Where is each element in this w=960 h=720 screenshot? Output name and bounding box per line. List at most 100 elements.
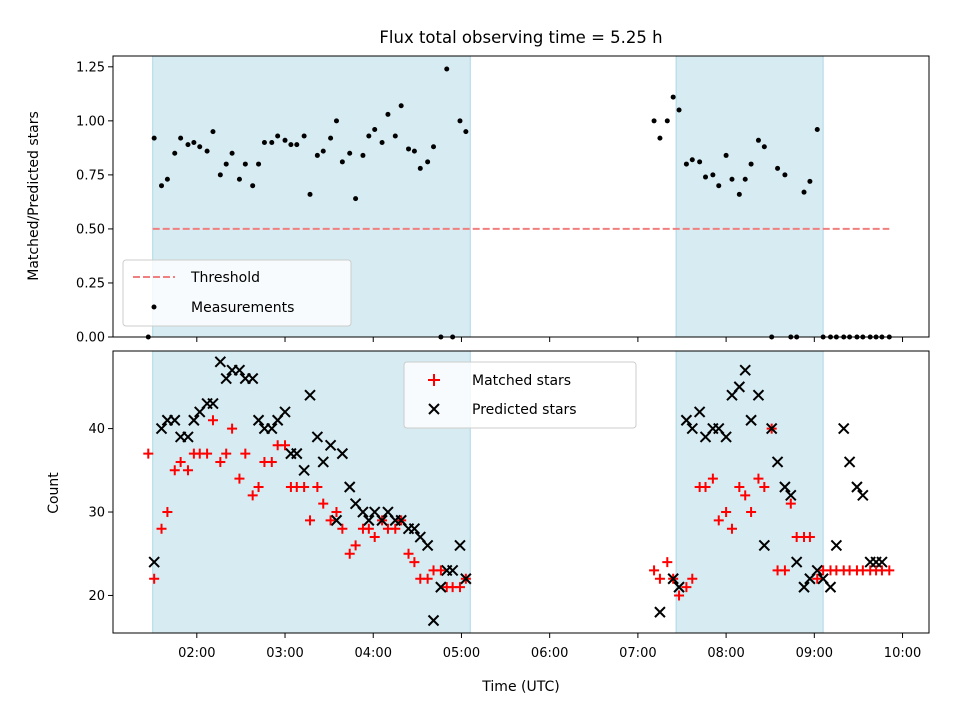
matched-star-point bbox=[325, 515, 336, 526]
predicted-star-point bbox=[454, 539, 466, 552]
top-x-ticks bbox=[196, 337, 904, 342]
predicted-star-point bbox=[246, 372, 259, 385]
measurement-point bbox=[801, 189, 807, 195]
predicted-star-point bbox=[324, 439, 337, 451]
measurement-point bbox=[814, 126, 820, 132]
measurement-point bbox=[425, 159, 431, 165]
measurement-point bbox=[236, 176, 242, 182]
predicted-star-point bbox=[298, 464, 310, 477]
measurement-point bbox=[307, 191, 313, 197]
measurement-point bbox=[651, 118, 657, 124]
matched-star-point bbox=[422, 573, 433, 584]
measurement-point bbox=[256, 161, 262, 167]
predicted-star-point bbox=[720, 431, 732, 443]
matched-star-point bbox=[662, 557, 673, 568]
matched-star-point bbox=[169, 465, 180, 476]
predicted-star-point bbox=[811, 564, 823, 577]
matched-star-point bbox=[234, 473, 245, 484]
legend-predicted-label: Predicted stars bbox=[472, 402, 577, 418]
measurement-point bbox=[282, 137, 288, 143]
measurement-point bbox=[191, 139, 197, 145]
predicted-star-point bbox=[758, 539, 771, 552]
bottom-legend: Matched stars Predicted stars bbox=[403, 361, 637, 429]
bottom-y-ticks: 20 30 40 bbox=[88, 422, 113, 604]
measurement-point bbox=[755, 137, 761, 143]
measurement-point bbox=[347, 150, 353, 156]
matched-star-point bbox=[721, 507, 732, 518]
matched-star-point bbox=[713, 515, 724, 526]
top-y-tick-label: 0.00 bbox=[76, 331, 105, 346]
matched-star-point bbox=[726, 523, 737, 534]
matched-star-point bbox=[654, 573, 665, 584]
measurement-point bbox=[716, 183, 722, 189]
measurement-point bbox=[210, 129, 216, 135]
matched-star-point bbox=[247, 490, 258, 501]
legend-measurements-label: Measurements bbox=[191, 300, 294, 316]
chart-title: Flux total observing time = 5.25 h bbox=[379, 28, 662, 47]
predicted-star-point bbox=[188, 414, 200, 426]
matched-star-point bbox=[202, 448, 213, 459]
matched-star-point bbox=[812, 573, 823, 584]
matched-star-point bbox=[175, 456, 186, 467]
matched-star-point bbox=[740, 490, 751, 501]
top-y-ticks: 0.00 0.25 0.50 0.75 1.00 1.25 bbox=[76, 60, 113, 346]
predicted-star-point bbox=[169, 414, 181, 426]
x-tick-label: 03:00 bbox=[266, 646, 303, 661]
matched-star-point bbox=[149, 573, 160, 584]
predicted-star-point bbox=[446, 564, 459, 577]
predicted-star-point bbox=[693, 406, 706, 418]
top-y-tick-label: 1.00 bbox=[76, 114, 105, 129]
predicted-star-point bbox=[421, 539, 434, 552]
measurement-point bbox=[339, 159, 345, 165]
matched-star-point bbox=[350, 540, 361, 551]
legend-measurements-swatch bbox=[151, 304, 157, 310]
top-y-tick-label: 0.75 bbox=[76, 168, 105, 183]
predicted-star-point bbox=[427, 614, 440, 627]
matched-star-point bbox=[344, 548, 355, 559]
measurement-point bbox=[398, 103, 404, 109]
predicted-star-point bbox=[667, 573, 679, 585]
top-y-tick-label: 0.50 bbox=[76, 222, 105, 237]
matched-star-point bbox=[331, 507, 342, 518]
top-shaded-intervals bbox=[152, 56, 824, 337]
predicted-star-point bbox=[279, 406, 291, 418]
matched-star-point bbox=[156, 523, 167, 534]
measurement-point bbox=[320, 148, 326, 154]
legend-predicted-swatch bbox=[428, 403, 440, 415]
matched-star-point bbox=[363, 523, 374, 534]
matched-star-point bbox=[734, 481, 745, 492]
predicted-star-point bbox=[336, 447, 349, 460]
predicted-star-point bbox=[798, 581, 810, 593]
measurement-point bbox=[185, 142, 191, 148]
predicted-star-point bbox=[752, 389, 765, 401]
predicted-star-point bbox=[654, 606, 666, 618]
matched-star-point bbox=[403, 548, 414, 559]
predicted-star-point bbox=[673, 581, 685, 593]
measurement-point bbox=[417, 165, 423, 171]
predicted-star-point bbox=[182, 431, 194, 443]
measurement-point bbox=[385, 111, 391, 117]
matched-star-point bbox=[182, 465, 193, 476]
top-legend: Threshold Measurements bbox=[122, 259, 352, 327]
matched-star-point bbox=[369, 532, 380, 543]
predicted-stars-points bbox=[148, 356, 888, 627]
matched-star-point bbox=[207, 415, 218, 426]
measurement-point bbox=[729, 176, 735, 182]
top-y-axis-label: Matched/Predicted stars bbox=[26, 111, 42, 281]
measurement-point bbox=[379, 139, 385, 145]
matched-star-point bbox=[779, 565, 790, 576]
measurement-point bbox=[392, 133, 398, 139]
measurement-point bbox=[261, 139, 267, 145]
measurement-point bbox=[807, 178, 813, 184]
predicted-star-point bbox=[207, 397, 219, 410]
predicted-star-point bbox=[233, 364, 246, 376]
matched-star-point bbox=[337, 523, 348, 534]
x-tick-label: 05:00 bbox=[443, 646, 480, 661]
measurement-point bbox=[463, 129, 469, 135]
measurement-point bbox=[676, 107, 682, 113]
measurement-point bbox=[431, 144, 437, 150]
measurement-point bbox=[269, 139, 275, 145]
top-legend-box bbox=[122, 259, 352, 327]
measurement-point bbox=[197, 144, 203, 150]
measurement-point bbox=[217, 172, 223, 178]
